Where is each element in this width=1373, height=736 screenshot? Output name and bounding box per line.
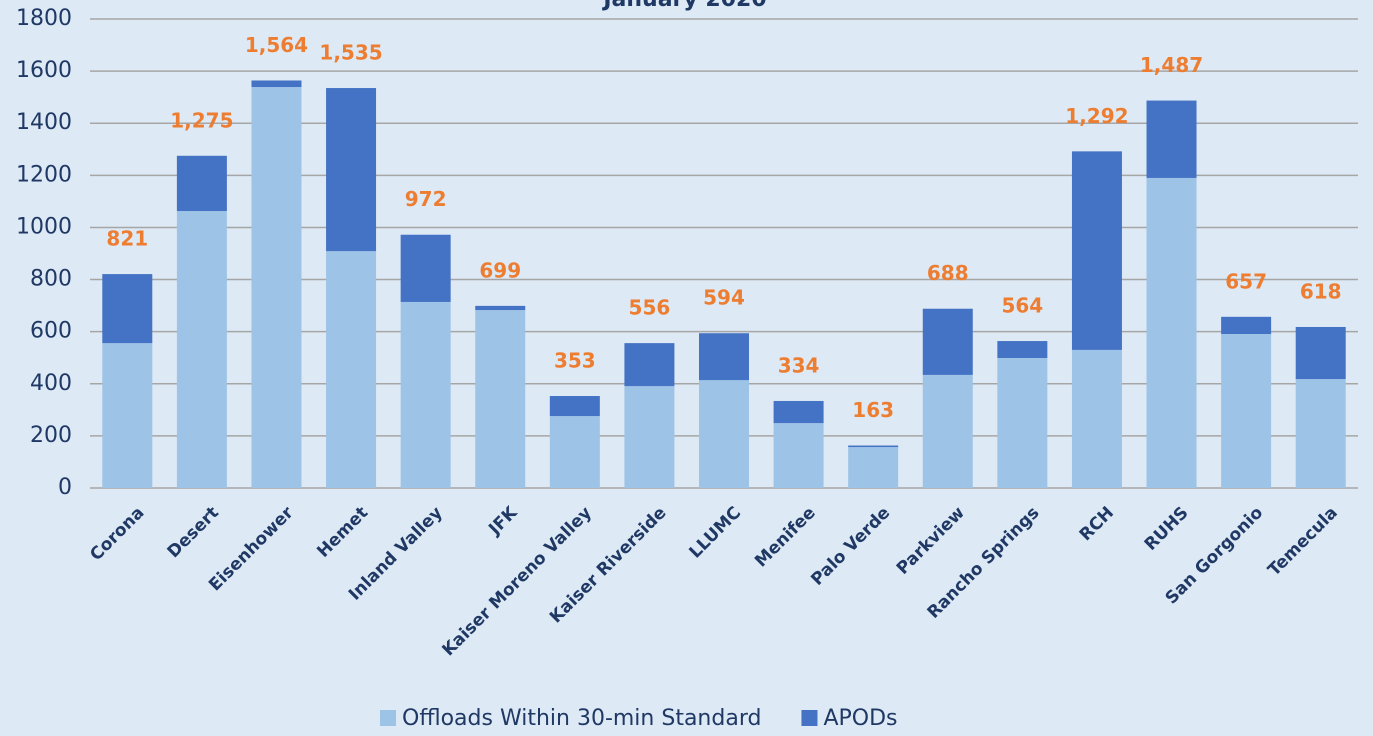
bar-segment (1071, 151, 1122, 350)
total-label: 163 (852, 398, 894, 422)
total-label: 1,275 (170, 108, 233, 132)
bar-segment (997, 341, 1048, 358)
bar-segment (1221, 316, 1272, 335)
y-tick-label: 400 (30, 371, 72, 396)
bar-segment (102, 343, 153, 488)
bar-segment (1221, 334, 1272, 488)
total-label: 1,535 (319, 41, 382, 65)
bar-segment (773, 400, 824, 424)
bar-segment (102, 274, 153, 344)
total-label: 657 (1225, 269, 1267, 293)
legend-label: APODs (823, 706, 897, 731)
bar-segment (848, 445, 899, 448)
bar-segment (922, 374, 973, 488)
y-tick-label: 1600 (16, 58, 72, 83)
bar-segment (1146, 100, 1197, 178)
legend-swatch (380, 710, 396, 726)
total-label: 821 (106, 227, 148, 251)
chart-title: January 2020 (601, 0, 766, 12)
bar-segment (549, 396, 600, 417)
y-tick-label: 1000 (16, 214, 72, 239)
bar-segment (922, 308, 973, 375)
total-label: 972 (405, 187, 447, 211)
bar-segment (176, 155, 227, 212)
total-label: 556 (629, 296, 671, 320)
bar-segment (624, 343, 675, 387)
total-label: 334 (778, 353, 820, 377)
y-tick-label: 600 (30, 319, 72, 344)
bar-segment (997, 357, 1048, 488)
bar-segment (699, 380, 749, 488)
bar-segment (549, 416, 600, 488)
bar-segment (326, 251, 377, 488)
bar-segment (1071, 349, 1122, 488)
bar-segment (400, 301, 451, 488)
total-label: 688 (927, 261, 969, 285)
total-label: 699 (479, 258, 521, 282)
total-label: 618 (1300, 279, 1342, 303)
total-label: 564 (1001, 294, 1043, 318)
y-tick-label: 1200 (16, 162, 72, 187)
bar-segment (1295, 379, 1346, 488)
bar-segment (176, 211, 227, 488)
legend-swatch (801, 710, 818, 726)
total-label: 353 (554, 349, 596, 373)
y-tick-label: 1400 (16, 110, 72, 135)
y-tick-label: 1800 (16, 6, 72, 31)
bar-segment (475, 305, 526, 311)
bar-segment (1146, 177, 1197, 488)
total-label: 594 (703, 286, 745, 310)
legend-label: Offloads Within 30-min Standard (402, 706, 761, 731)
bar-segment (326, 88, 377, 252)
bar-segment (773, 423, 824, 488)
bar-segment (848, 447, 899, 488)
bar-segment (251, 80, 302, 88)
bar-segment (624, 386, 675, 488)
y-tick-label: 800 (30, 267, 72, 292)
total-label: 1,487 (1140, 53, 1203, 77)
bar-segment (699, 333, 749, 381)
total-label: 1,564 (245, 33, 308, 57)
total-label: 1,292 (1065, 104, 1128, 128)
y-tick-label: 200 (30, 423, 72, 448)
bar-segment (1295, 326, 1346, 380)
y-tick-label: 0 (58, 475, 72, 500)
bar-segment (400, 234, 451, 302)
bar-segment (251, 87, 302, 488)
bar-segment (475, 310, 526, 488)
